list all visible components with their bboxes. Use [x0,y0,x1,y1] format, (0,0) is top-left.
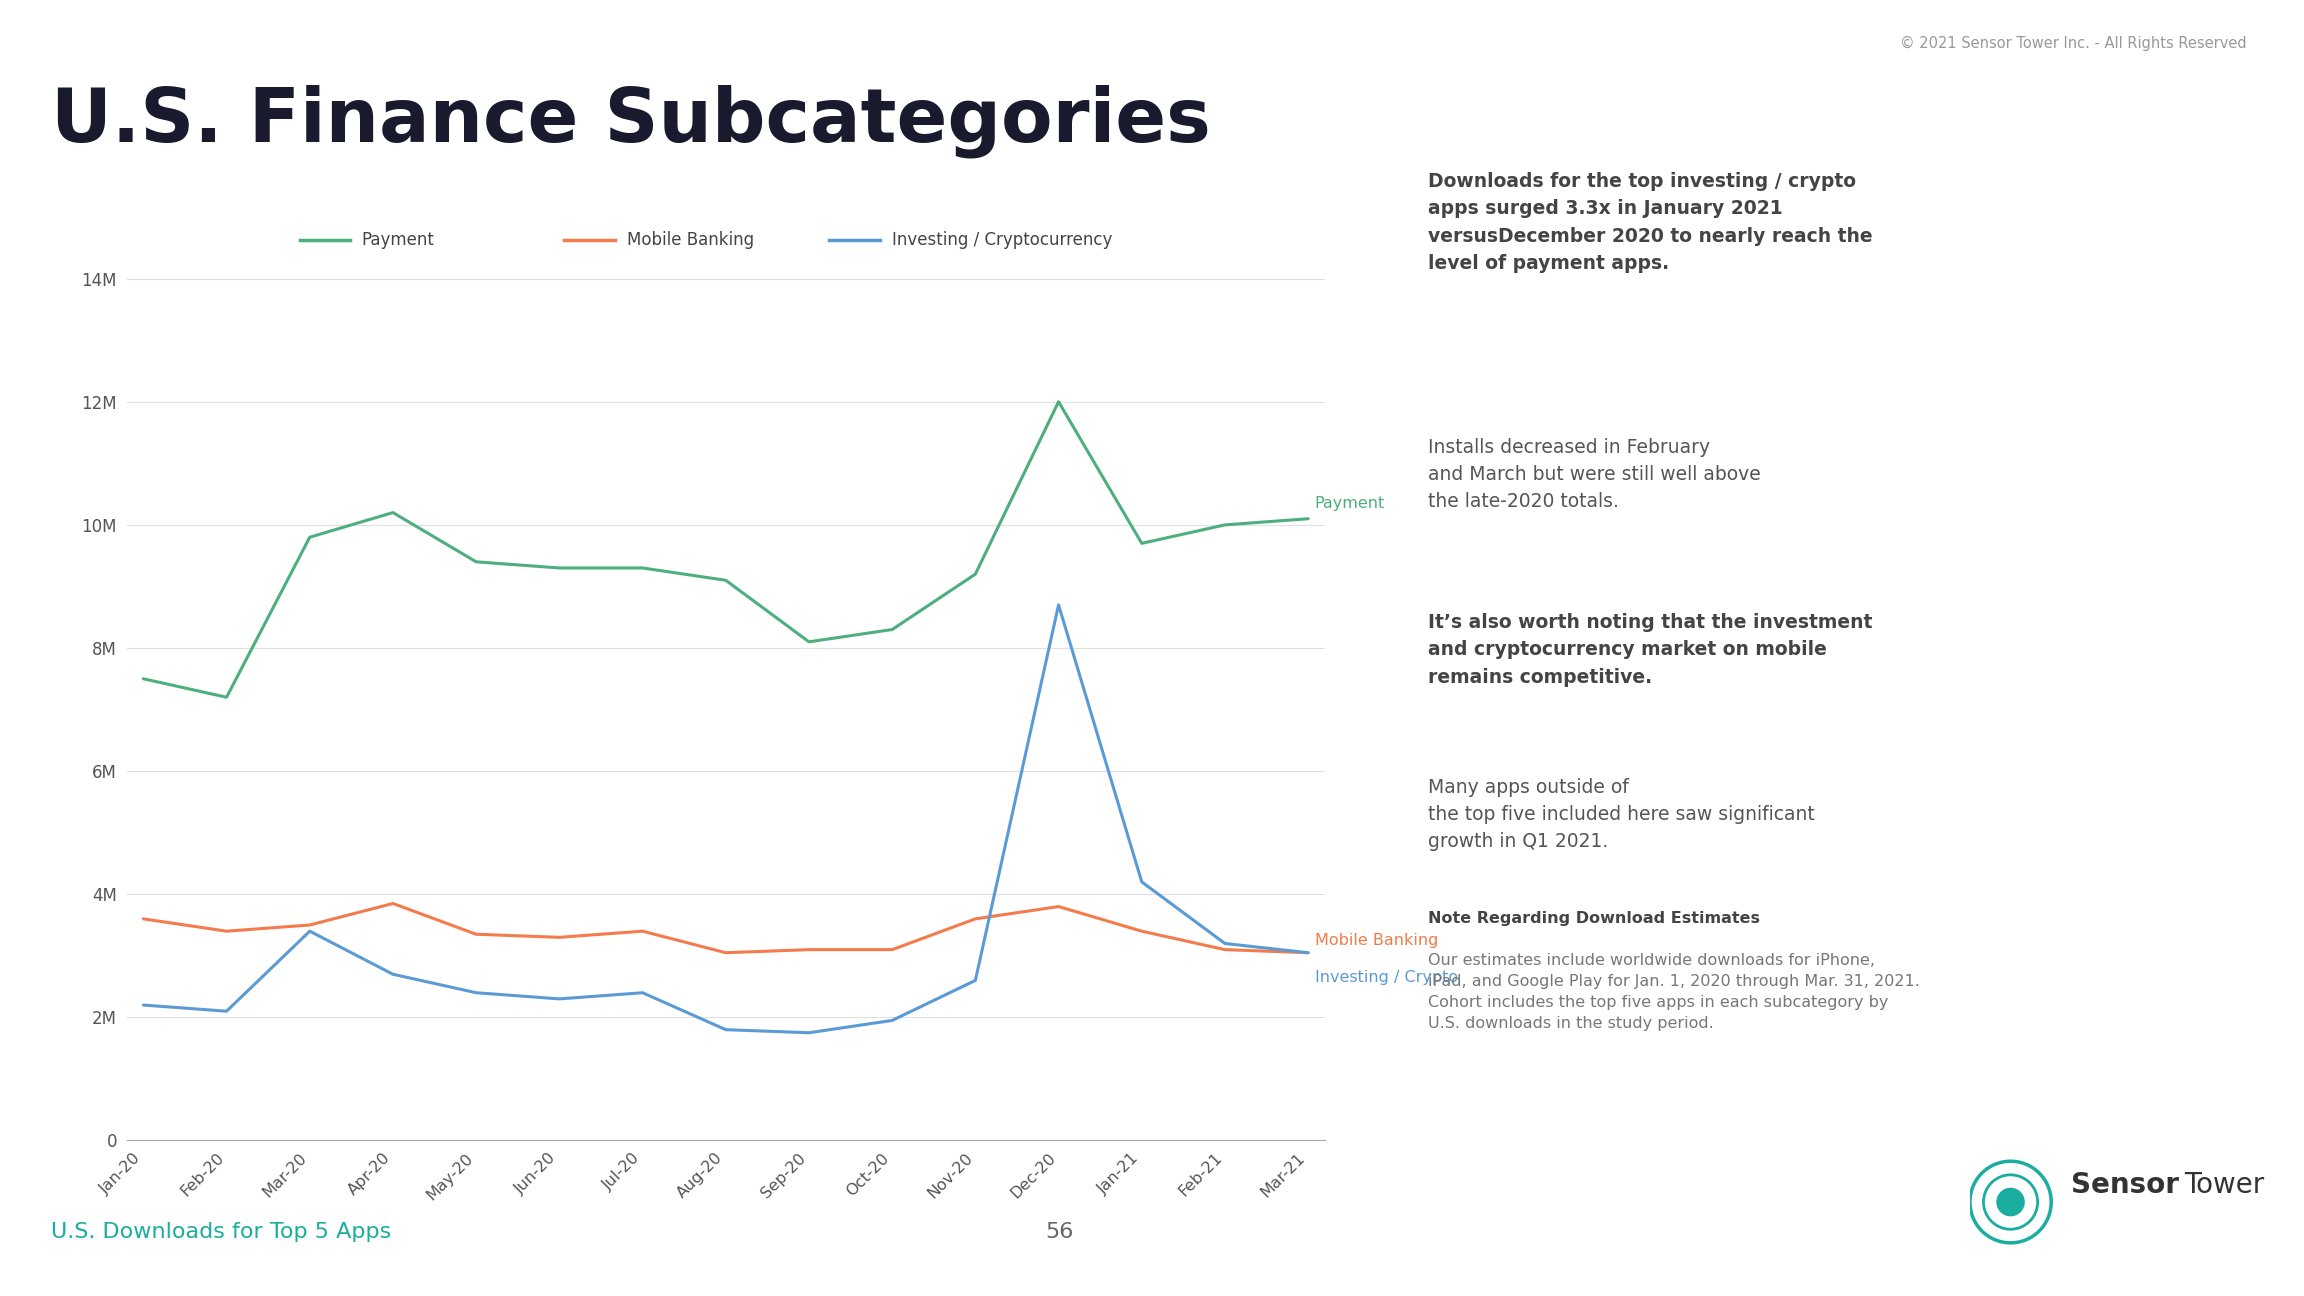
Text: Payment: Payment [1316,496,1385,512]
Text: 56: 56 [1046,1222,1074,1242]
Text: Mobile Banking: Mobile Banking [627,231,753,249]
Text: Investing / Cryptocurrency: Investing / Cryptocurrency [892,231,1113,249]
Text: Tower: Tower [2184,1170,2265,1199]
Text: Installs decreased in February
and March but were still well above
the late-2020: Installs decreased in February and March… [1428,438,1760,512]
Text: U.S. Downloads for Top 5 Apps: U.S. Downloads for Top 5 Apps [51,1222,392,1242]
Text: Note Regarding Download Estimates: Note Regarding Download Estimates [1428,911,1760,925]
Text: Investing / Crypto: Investing / Crypto [1316,969,1458,985]
Text: Downloads for the top investing / crypto
apps surged 3.3x in January 2021
versus: Downloads for the top investing / crypto… [1428,172,1873,273]
Text: It’s also worth noting that the investment
and cryptocurrency market on mobile
r: It’s also worth noting that the investme… [1428,613,1873,687]
Text: Mobile Banking: Mobile Banking [1316,933,1438,947]
Circle shape [1998,1188,2025,1216]
Text: Our estimates include worldwide downloads for iPhone,
iPad, and Google Play for : Our estimates include worldwide download… [1428,954,1919,1032]
Text: Sensor: Sensor [2071,1170,2180,1199]
Text: Many apps outside of
the top five included here saw significant
growth in Q1 202: Many apps outside of the top five includ… [1428,778,1816,851]
Text: U.S. Finance Subcategories: U.S. Finance Subcategories [51,84,1210,158]
Text: Payment: Payment [362,231,435,249]
Text: © 2021 Sensor Tower Inc. - All Rights Reserved: © 2021 Sensor Tower Inc. - All Rights Re… [1901,36,2246,52]
